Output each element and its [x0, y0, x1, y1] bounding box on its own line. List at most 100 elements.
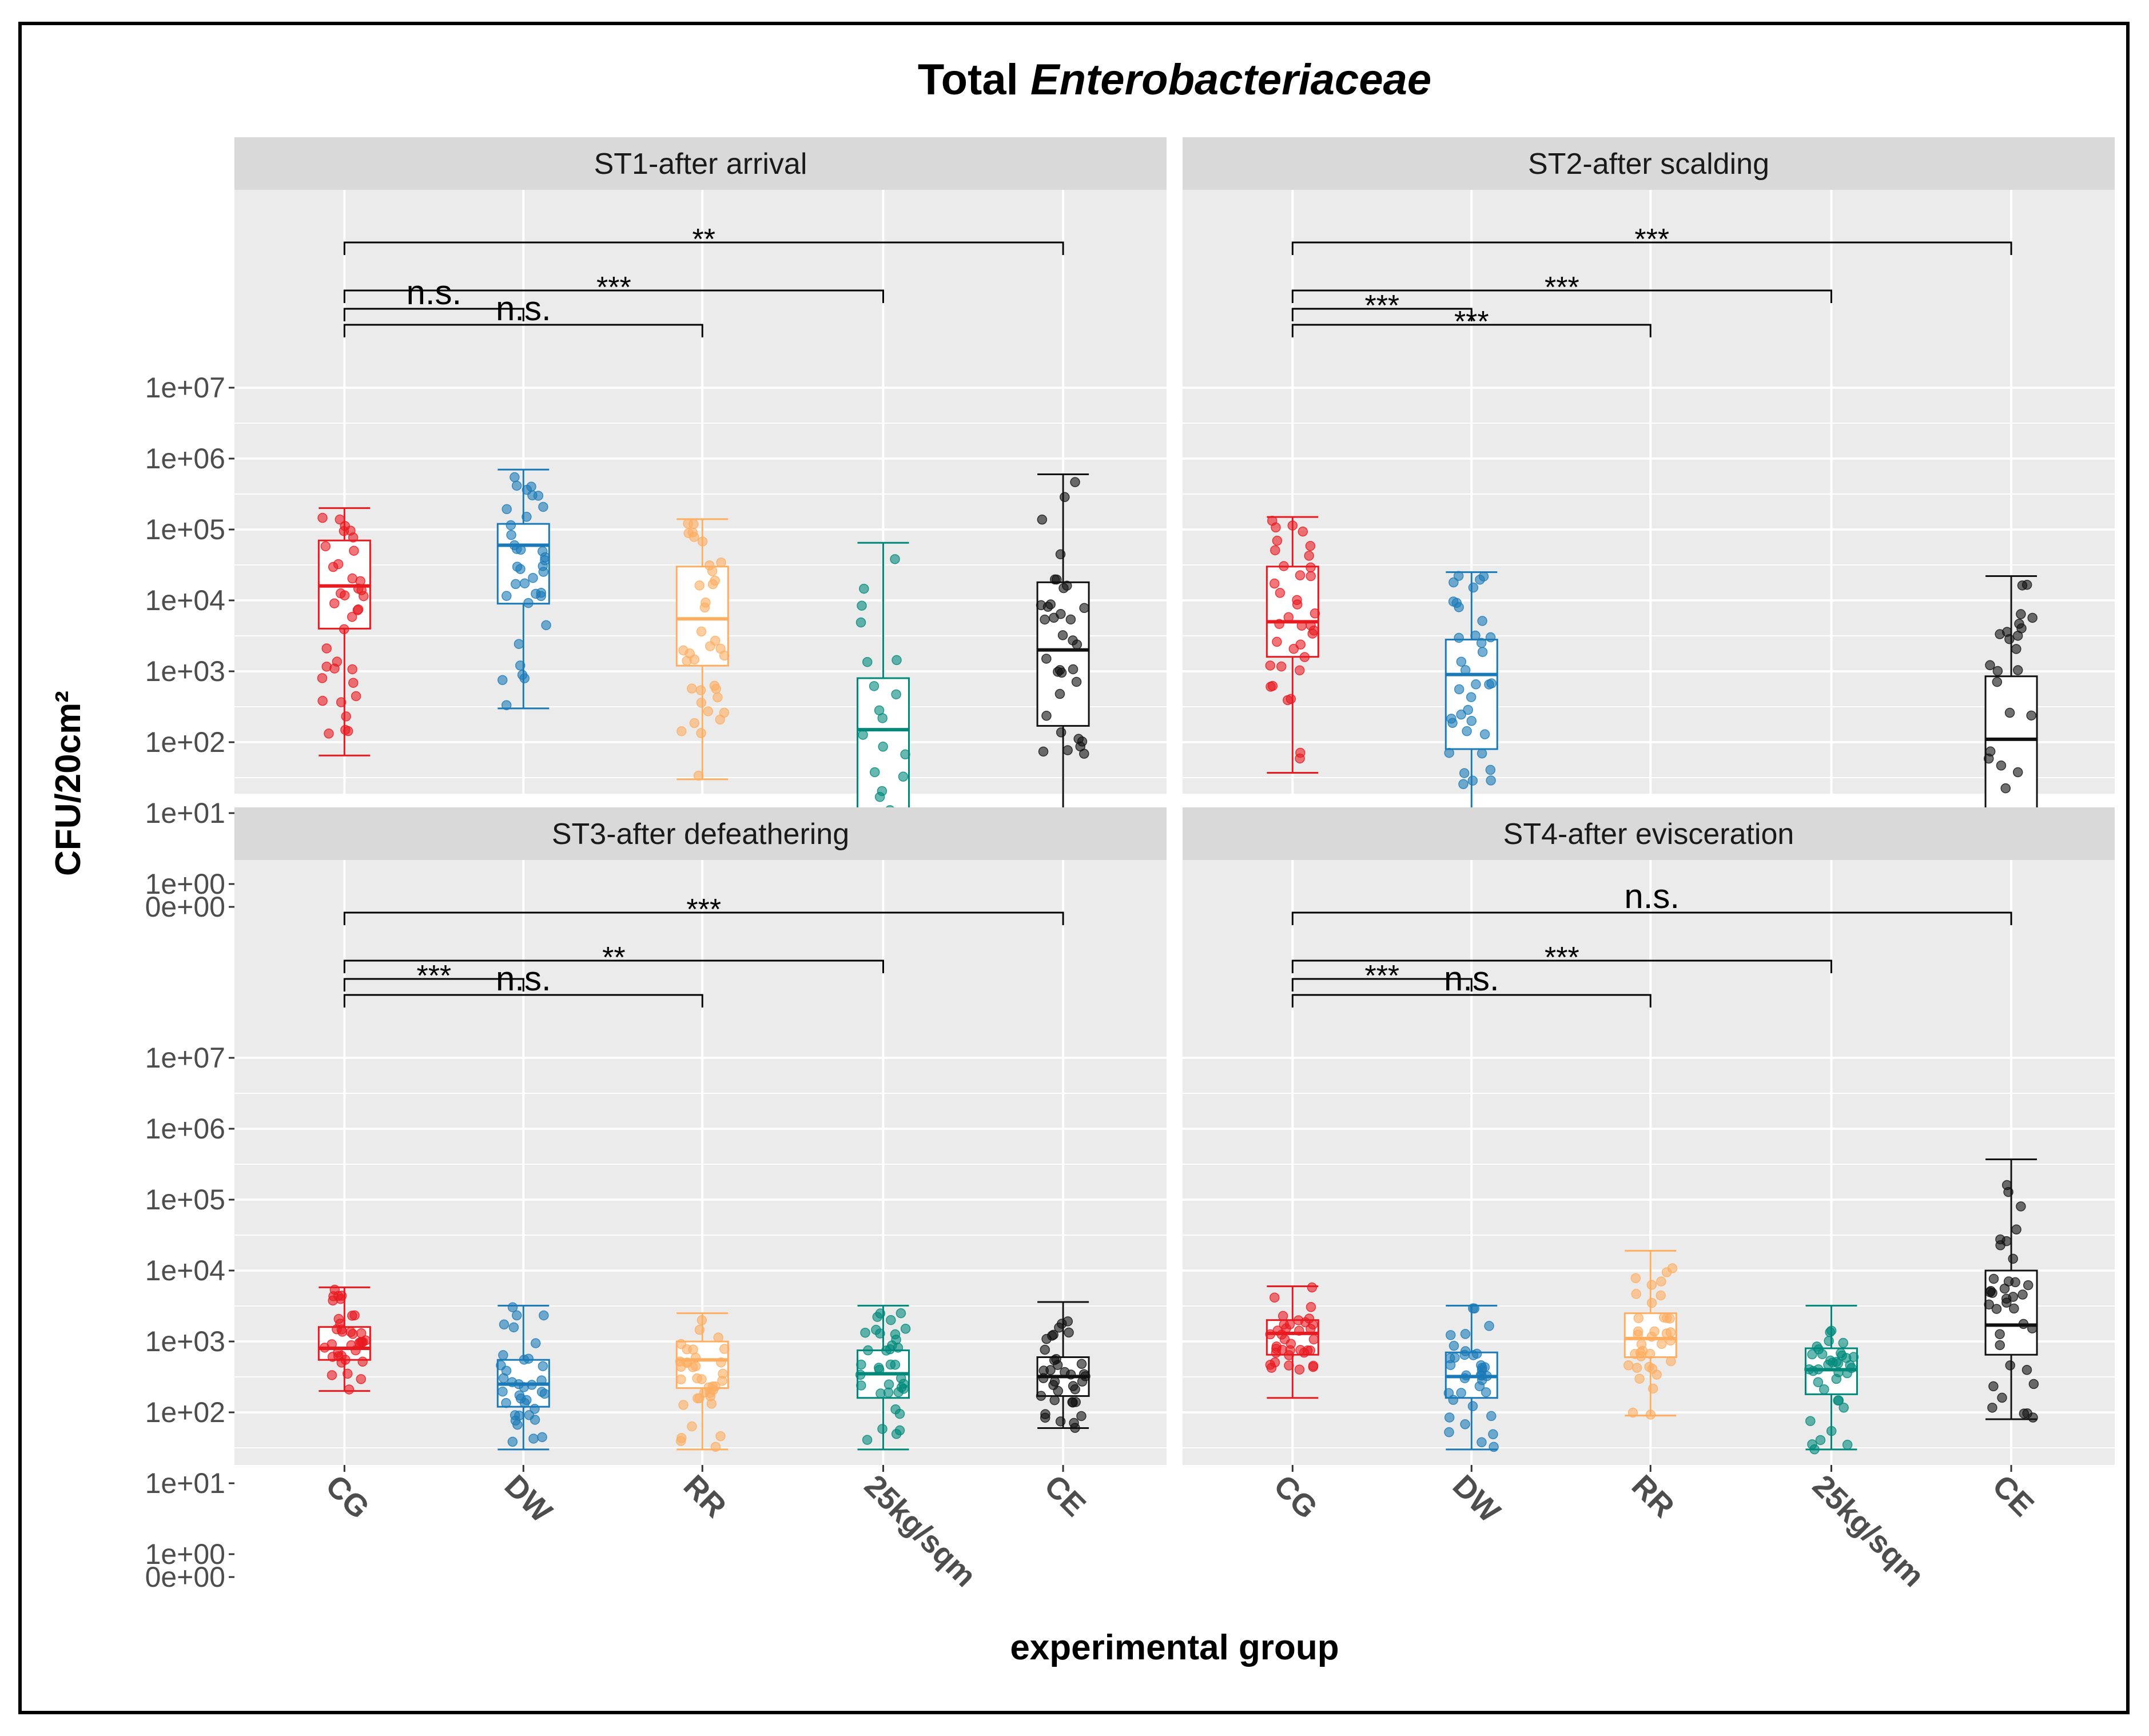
data-point: [2012, 665, 2023, 675]
data-point: [1036, 600, 1046, 611]
facet-panel: ST2-after scalding *** *** *** ***: [1183, 137, 2115, 921]
y-tick-label: 1e+06: [145, 1113, 225, 1145]
box-ce: [1984, 1158, 2039, 1423]
data-point: [1456, 709, 1466, 720]
data-point: [2011, 644, 2021, 654]
data-point: [1076, 1359, 1087, 1369]
significance-bracket: ***: [343, 959, 524, 993]
data-point: [1045, 599, 1056, 610]
data-point: [696, 728, 706, 738]
data-point: [1286, 694, 1296, 704]
data-point: [1462, 726, 1472, 736]
data-point: [356, 1374, 367, 1384]
data-point: [857, 600, 867, 611]
data-point: [1049, 1355, 1060, 1365]
significance-label: n.s.: [496, 959, 551, 998]
data-point: [1056, 727, 1066, 738]
chart-frame: [18, 22, 2130, 1714]
data-point: [1308, 1334, 1319, 1345]
data-point: [694, 580, 705, 591]
data-point: [530, 1415, 540, 1425]
bracket-line: [1291, 959, 1832, 973]
data-point: [536, 1375, 547, 1385]
data-point: [711, 683, 721, 694]
data-point: [327, 1339, 337, 1349]
data-point: [1036, 1391, 1046, 1401]
data-point: [885, 1344, 896, 1355]
y-axis-title: CFU/20cm²: [49, 691, 88, 876]
data-point: [501, 1397, 511, 1408]
data-point: [1047, 1331, 1057, 1341]
data-point: [1076, 1411, 1087, 1422]
significance-bracket: **: [343, 941, 884, 974]
data-point: [687, 683, 697, 694]
data-point: [324, 728, 334, 739]
data-point: [2001, 1293, 2012, 1304]
data-point: [1657, 1339, 1667, 1349]
significance-bracket: ***: [343, 271, 884, 304]
data-point: [1488, 1429, 1498, 1440]
significance-bracket: ***: [1291, 941, 1832, 974]
data-point: [1479, 1362, 1490, 1372]
data-point: [693, 770, 704, 781]
data-point: [1468, 582, 1479, 593]
data-point: [1651, 1369, 1662, 1380]
facet-label: ST2-after scalding: [1528, 148, 1769, 181]
bracket-line: [343, 324, 703, 337]
data-point: [1446, 714, 1456, 724]
data-point: [1486, 775, 1496, 786]
chart-title-plain: Total: [918, 55, 1018, 104]
data-point: [900, 1324, 911, 1334]
data-point: [2005, 1360, 2016, 1371]
data-point: [710, 575, 721, 586]
bracket-line: [343, 978, 524, 992]
box-25kgsqm: [855, 1304, 911, 1451]
box-25kgsqm: [1804, 1304, 1859, 1455]
data-point: [2011, 1224, 2021, 1235]
data-point: [1269, 1292, 1280, 1303]
data-point: [1633, 1326, 1643, 1337]
data-point: [705, 560, 715, 571]
data-point: [710, 1442, 721, 1452]
data-point: [1646, 1280, 1657, 1290]
facet-strip: [234, 137, 1167, 190]
data-point: [1665, 1327, 1676, 1337]
data-point: [1485, 632, 1496, 643]
data-point: [353, 583, 364, 594]
data-point: [511, 1310, 522, 1321]
data-point: [1443, 1388, 1454, 1399]
bracket-line: [343, 241, 1064, 255]
data-point: [339, 624, 349, 635]
significance-label: ***: [1545, 271, 1579, 304]
data-point: [1644, 1361, 1654, 1372]
data-point: [1073, 734, 1084, 744]
data-point: [1270, 545, 1280, 556]
significance-bracket: ***: [1291, 305, 1651, 339]
data-point: [317, 673, 328, 683]
significance-label: n.s.: [496, 289, 551, 328]
data-point: [856, 1359, 866, 1370]
data-point: [1040, 1412, 1050, 1423]
data-point: [511, 480, 522, 491]
data-point: [1284, 1319, 1295, 1330]
data-point: [519, 1355, 530, 1365]
data-point: [697, 536, 708, 547]
data-point: [1305, 541, 1316, 551]
x-tick-label: CE: [1986, 1468, 2040, 1523]
data-point: [1467, 1401, 1478, 1411]
data-point: [1635, 1347, 1646, 1358]
data-point: [1842, 1439, 1853, 1450]
data-point: [519, 673, 530, 683]
significance-label: ***: [596, 271, 631, 304]
data-point: [341, 711, 351, 722]
data-point: [1479, 729, 1490, 739]
data-point: [339, 525, 349, 536]
significance-bracket: n.s.: [1291, 877, 2012, 925]
data-point: [2027, 1323, 2037, 1333]
data-point: [349, 546, 359, 556]
data-point: [1841, 1353, 1852, 1363]
data-point: [335, 1319, 345, 1329]
data-point: [2010, 1277, 2020, 1288]
data-point: [1634, 1373, 1645, 1384]
data-point: [682, 655, 692, 666]
